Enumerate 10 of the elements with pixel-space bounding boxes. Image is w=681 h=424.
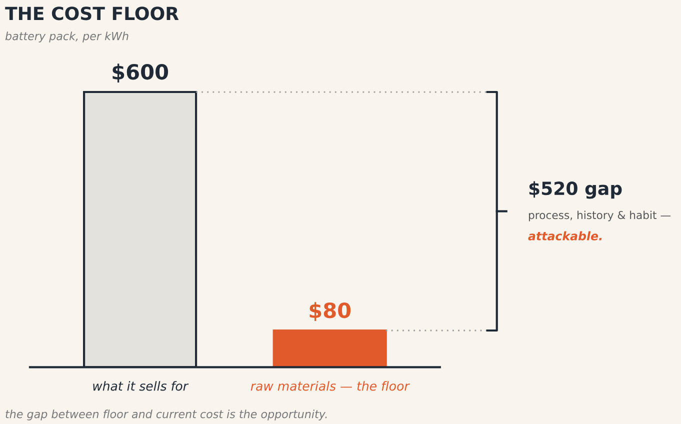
text: $520 gap (529, 181, 622, 199)
text: the gap between floor and current cost is the opportunity. (6, 410, 327, 420)
data-label: $80 (310, 302, 351, 321)
data-label: $600 (112, 64, 168, 82)
chart-subtitle: battery pack, per kWh (5, 32, 128, 42)
x-tick-label: raw materials — the floor (250, 381, 410, 391)
text: process, history & habit — (528, 210, 670, 222)
chart-title: THE COST FLOOR (5, 6, 179, 20)
text: attackable. (528, 231, 602, 240)
x-tick-label: what it sells for (93, 381, 189, 391)
